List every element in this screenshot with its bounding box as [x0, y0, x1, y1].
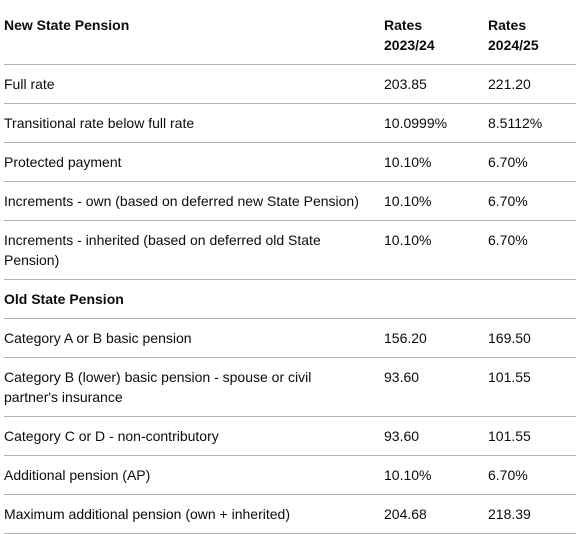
- table-row: Increments - inherited (based on deferre…: [4, 220, 576, 280]
- rate-2024-25: 169.50: [488, 318, 576, 358]
- table-row: Full rate 203.85 221.20: [4, 64, 576, 104]
- empty-cell: [384, 279, 488, 319]
- rate-2024-25: 101.55: [488, 357, 576, 417]
- rate-2023-24: 93.60: [384, 416, 488, 456]
- row-label: Category A or B basic pension: [4, 318, 384, 358]
- empty-cell: [488, 279, 576, 319]
- row-label: Additional pension (AP): [4, 455, 384, 495]
- rate-2023-24: 204.68: [384, 494, 488, 534]
- rate-2023-24: 156.20: [384, 318, 488, 358]
- header-rates-label: Rates: [488, 17, 527, 33]
- rate-2024-25: 6.70%: [488, 142, 576, 182]
- row-label: Protected payment: [4, 142, 384, 182]
- row-label: Category C or D - non-contributory: [4, 416, 384, 456]
- rate-2023-24: 10.10%: [384, 181, 488, 221]
- table-row: Category A or B basic pension 156.20 169…: [4, 318, 576, 358]
- section-title-old-state-pension: Old State Pension: [4, 279, 384, 319]
- row-label: Maximum additional pension (own + inheri…: [4, 494, 384, 534]
- header-year-label: 2024/25: [488, 37, 539, 53]
- section-header-row: Old State Pension: [4, 279, 576, 319]
- rate-2024-25: 101.55: [488, 416, 576, 456]
- pension-rates-table: New State Pension Rates 2023/24 Rates 20…: [4, 0, 576, 534]
- table-row: Transitional rate below full rate 10.099…: [4, 103, 576, 143]
- table-row: Category B (lower) basic pension - spous…: [4, 357, 576, 417]
- rate-2023-24: 93.60: [384, 357, 488, 417]
- row-label: Transitional rate below full rate: [4, 103, 384, 143]
- table-row: Increments - own (based on deferred new …: [4, 181, 576, 221]
- column-header-new-state-pension: New State Pension: [4, 0, 384, 65]
- rate-2023-24: 10.10%: [384, 220, 488, 280]
- row-label: Category B (lower) basic pension - spous…: [4, 357, 384, 417]
- row-label: Full rate: [4, 64, 384, 104]
- table-row: Category C or D - non-contributory 93.60…: [4, 416, 576, 456]
- rate-2024-25: 6.70%: [488, 220, 576, 280]
- rate-2023-24: 10.10%: [384, 455, 488, 495]
- rate-2023-24: 10.0999%: [384, 103, 488, 143]
- column-header-rates-2024-25: Rates 2024/25: [488, 0, 576, 65]
- table-row: Protected payment 10.10% 6.70%: [4, 142, 576, 182]
- table-header: New State Pension Rates 2023/24 Rates 20…: [4, 0, 576, 65]
- rate-2023-24: 203.85: [384, 64, 488, 104]
- header-rates-label: Rates: [384, 17, 423, 33]
- rate-2023-24: 10.10%: [384, 142, 488, 182]
- rate-2024-25: 221.20: [488, 64, 576, 104]
- rate-2024-25: 6.70%: [488, 181, 576, 221]
- header-row: New State Pension Rates 2023/24 Rates 20…: [4, 0, 576, 65]
- table-body: Full rate 203.85 221.20 Transitional rat…: [4, 64, 576, 534]
- rate-2024-25: 218.39: [488, 494, 576, 534]
- header-year-label: 2023/24: [384, 37, 435, 53]
- row-label: Increments - inherited (based on deferre…: [4, 220, 384, 280]
- table-row: Maximum additional pension (own + inheri…: [4, 494, 576, 534]
- rate-2024-25: 8.5112%: [488, 103, 576, 143]
- table-row: Additional pension (AP) 10.10% 6.70%: [4, 455, 576, 495]
- column-header-rates-2023-24: Rates 2023/24: [384, 0, 488, 65]
- rate-2024-25: 6.70%: [488, 455, 576, 495]
- row-label: Increments - own (based on deferred new …: [4, 181, 384, 221]
